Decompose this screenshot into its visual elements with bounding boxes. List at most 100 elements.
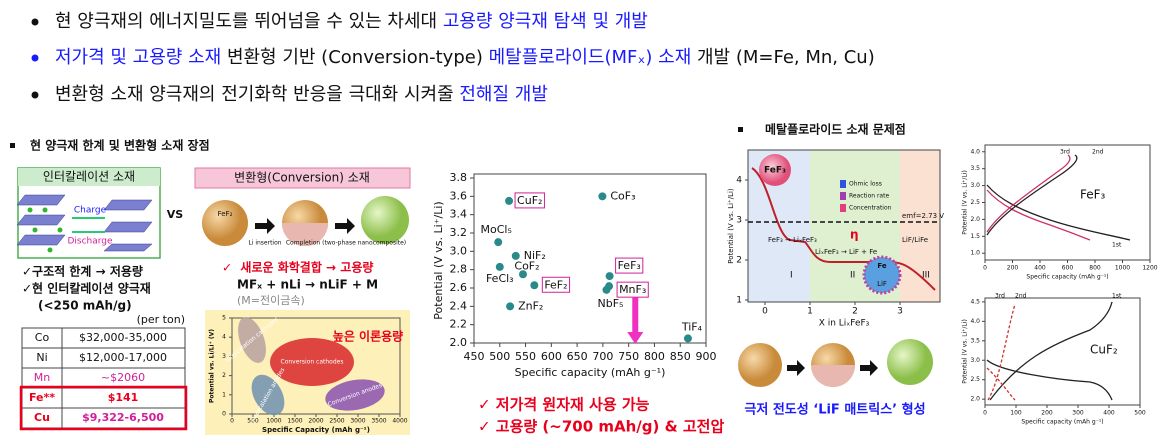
tick-label: 100 (1010, 410, 1022, 417)
sphere-shell (811, 365, 855, 387)
tick-label: 600 (1062, 265, 1074, 272)
tick-label: 0 (762, 307, 768, 317)
sphere (738, 343, 782, 387)
cell-text: Co (35, 331, 50, 344)
point-label: NiF₂ (524, 249, 546, 262)
scatter-chart: 450 500 550 600 650 700 750 800 850 900 2.0 2.2 2.4 2… (432, 171, 724, 436)
bullet (31, 54, 39, 62)
highlight: 메탈플로라이드(MFₓ) 소재 (489, 47, 692, 68)
tick-label: 4 (222, 334, 226, 341)
y-tick-label: 2.2 (450, 318, 468, 331)
arrow (787, 360, 805, 376)
particle (759, 154, 791, 186)
fef3-plot: 0 200 400 600 800 1000 1200 1.0 1.5 2.0 2.5 3.0 3.5 4… (962, 144, 1158, 281)
step: LiₓFeF₃ → LiF + Fe (815, 248, 877, 256)
curve (989, 301, 1113, 401)
axis-title: Potential (V vs. Li⁺/Li) (962, 319, 969, 384)
label-box (514, 192, 545, 209)
cell-text: ~$2060 (101, 371, 145, 384)
material: CuF₂ (1090, 343, 1118, 357)
tick-label: 400 (1103, 410, 1115, 417)
tick-label: 2.0 (970, 396, 980, 403)
label: FeF₂ (218, 210, 233, 218)
point-label: CoF₂ (514, 259, 539, 272)
tick-label: 4.0 (970, 148, 980, 155)
region (270, 338, 354, 386)
price-table: Co $32,000-35,000 Ni $12,000-17,000 Mn ~$2060… (19, 327, 188, 431)
arrow (255, 218, 275, 234)
reaction: (M=전이금속) (237, 294, 305, 307)
tick-label: 0 (222, 411, 226, 418)
x-tick-label: 600 (541, 350, 562, 363)
tick-label: 200 (1007, 265, 1019, 272)
tick-label: 1 (807, 307, 813, 317)
material: FeF₃ (1080, 188, 1106, 202)
tick-label: 3000 (350, 418, 365, 425)
curve (986, 367, 1016, 401)
region-label: II (850, 271, 855, 281)
y-tick-label: 2.8 (450, 263, 468, 276)
curve (986, 184, 1131, 241)
legend-swatch (840, 180, 846, 188)
tick-label: 3 (897, 307, 903, 317)
cycle-label: 2nd (1015, 293, 1027, 300)
tick-label: 4000 (392, 418, 407, 425)
highlight: 저가격 및 고용량 소재 (55, 47, 221, 68)
tick-label: 1500 (287, 418, 302, 425)
label-box (615, 257, 644, 274)
x-tick-label: 450 (464, 350, 485, 363)
point-label: ZnF₂ (518, 299, 543, 312)
lattice (16, 194, 153, 252)
bullet-text: 현 양극재의 에너지밀도를 뛰어넘을 수 있는 차세대 고용량 양극재 탐색 및… (55, 11, 648, 32)
tick-label: 2000 (308, 418, 323, 425)
y-tick-label: 3.6 (450, 189, 468, 202)
legend-label: Ohmic loss (849, 181, 882, 188)
tick-label: 1 (222, 391, 226, 398)
particle (862, 255, 902, 295)
x-tick-label: 900 (696, 350, 717, 363)
tick-label: 1.0 (970, 250, 980, 257)
point-label: FeF₃ (618, 259, 641, 272)
highlight: 고용량 양극재 탐색 및 개발 (443, 11, 648, 32)
tick-label: 0 (983, 410, 987, 417)
sphere (887, 339, 933, 385)
box-title: 변환형(Conversion) 소재 (234, 171, 370, 185)
legend-label: Reaction rate (849, 193, 889, 200)
label: Li insertion (248, 240, 281, 247)
bullet (31, 18, 39, 26)
section-heading: 현 양극재 한계 및 변환형 소재 장점 (30, 138, 210, 153)
x-tick-label: 850 (670, 350, 691, 363)
highlight-frame (19, 385, 188, 431)
cycle-label: 2nd (1092, 149, 1104, 156)
curve (986, 359, 1113, 401)
failure-diagram: 0 1 2 3 1 2 3 4 FeF₃ Ohmic loss Reaction rate Conce… (727, 149, 944, 329)
tick-label: 0 (230, 418, 234, 425)
text: 변환형 기반 (Conversion-type) (221, 47, 488, 68)
legend-swatch (840, 192, 846, 200)
cycle-label: 3rd (995, 293, 1005, 300)
reaction: ✓ 새로운 화학결합 → 고용량 (222, 260, 373, 275)
label: emf=2.73 V (902, 212, 944, 220)
sphere (202, 200, 248, 246)
point-label: MnF₃ (619, 283, 646, 296)
point-label: MoCl₅ (481, 223, 512, 236)
region (900, 150, 940, 302)
note: ✓ 고용량 (~700 mAh/g) & 고전압 (478, 418, 724, 436)
point (598, 192, 607, 201)
cell-text: Fe** (29, 391, 55, 404)
axis-title: Potential (V vs. Li⁺/Li) (962, 170, 969, 235)
box-header (194, 167, 411, 189)
label: Discharge (67, 237, 113, 247)
ions (27, 207, 63, 253)
sphere-shell (282, 223, 328, 246)
tick-label: 4.0 (970, 318, 980, 325)
axis-title: Specific Capacity (mAh g⁻¹) (262, 426, 370, 434)
limit: ✓현 인터칼레이션 양극재 (22, 281, 151, 296)
curve (986, 189, 1091, 241)
caption: 극저 전도성 ‘LiF 매트릭스’ 형성 (744, 402, 925, 418)
y-tick-label: 3.0 (450, 244, 468, 257)
y-tick-label: 3.8 (450, 171, 468, 184)
x-tick-label: 500 (489, 350, 510, 363)
tick-label: 1000 (1115, 265, 1130, 272)
y-axis-title: Potential (V vs. Li⁺/Li) (432, 201, 445, 319)
